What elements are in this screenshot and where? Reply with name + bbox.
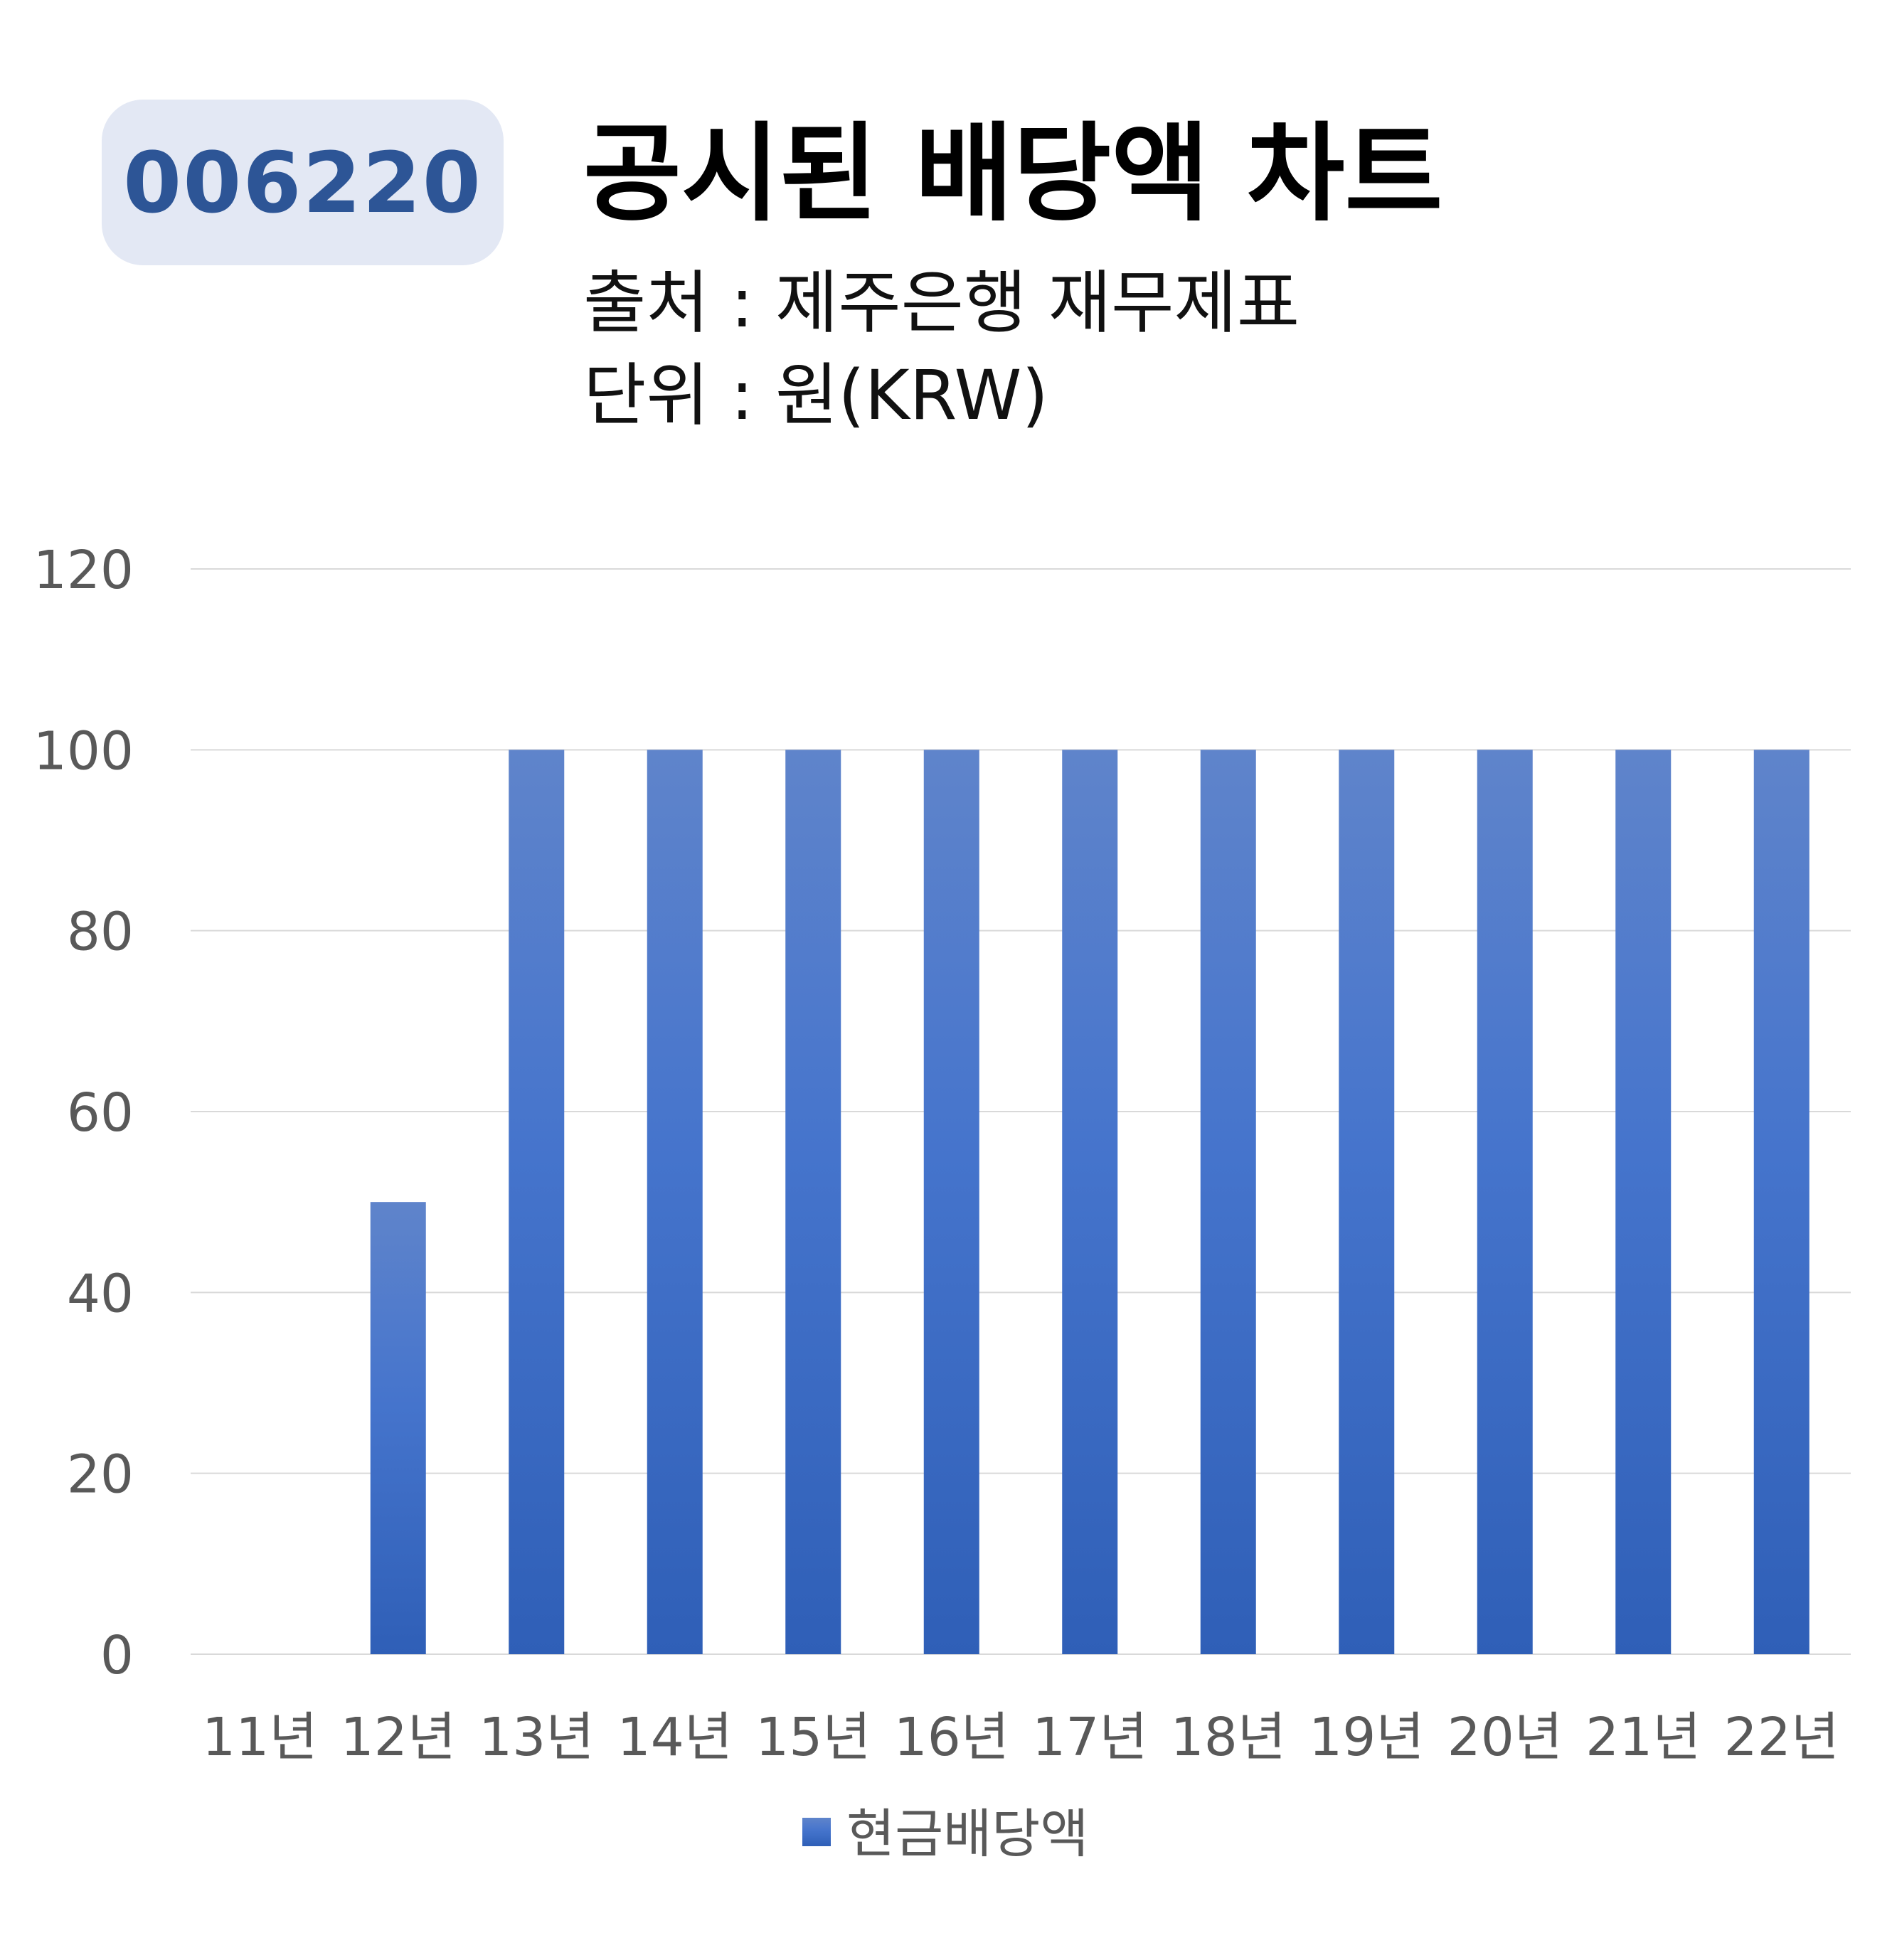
stock-code-badge: 006220 — [102, 100, 504, 265]
bar-16년 — [923, 750, 979, 1654]
x-tick-label: 12년 — [341, 1707, 456, 1768]
legend: 현금배당액 — [802, 1804, 1088, 1865]
bar-14년 — [647, 750, 703, 1654]
y-tick-label: 40 — [67, 1263, 134, 1324]
legend-swatch — [802, 1818, 831, 1846]
x-tick-label: 13년 — [479, 1707, 594, 1768]
x-tick-label: 16년 — [894, 1707, 1009, 1768]
bar-22년 — [1753, 750, 1810, 1654]
x-tick-label: 11년 — [202, 1707, 317, 1768]
bar-19년 — [1339, 750, 1395, 1654]
y-tick-label: 60 — [67, 1082, 134, 1144]
chart-title: 공시된 배당액 차트 — [583, 112, 1443, 236]
bar-15년 — [785, 750, 841, 1654]
y-tick-label: 80 — [67, 902, 134, 963]
bar-13년 — [509, 750, 565, 1654]
x-tick-label: 19년 — [1309, 1707, 1424, 1768]
y-tick-label: 120 — [33, 540, 134, 601]
legend-label: 현금배당액 — [846, 1804, 1088, 1865]
y-axis-ticks: 0 20 40 60 80 100 120 — [33, 540, 134, 1686]
x-tick-label: 22년 — [1724, 1707, 1839, 1768]
unit-note: 단위 : 원(KRW) — [583, 356, 1048, 435]
x-tick-label: 17년 — [1032, 1707, 1147, 1768]
source-note: 출처 : 제주은행 재무제표 — [583, 263, 1300, 343]
bar-21년 — [1615, 750, 1672, 1654]
bar-18년 — [1200, 750, 1256, 1654]
y-tick-label: 0 — [100, 1625, 134, 1686]
bar-12년 — [370, 1202, 426, 1654]
y-tick-label: 20 — [67, 1444, 134, 1506]
x-tick-label: 14년 — [617, 1707, 733, 1768]
bar-20년 — [1477, 750, 1533, 1654]
stock-code: 006220 — [123, 133, 482, 232]
bars — [370, 750, 1810, 1654]
x-tick-label: 15년 — [755, 1707, 871, 1768]
gridlines — [191, 568, 1851, 1655]
x-tick-label: 20년 — [1447, 1707, 1563, 1768]
y-tick-label: 100 — [33, 720, 134, 782]
x-axis-ticks: 11년 12년 13년 14년 15년 16년 17년 18년 19년 20년 21년 22년 — [202, 1707, 1839, 1768]
bar-17년 — [1062, 750, 1118, 1654]
x-tick-label: 21년 — [1585, 1707, 1701, 1768]
x-tick-label: 18년 — [1171, 1707, 1286, 1768]
